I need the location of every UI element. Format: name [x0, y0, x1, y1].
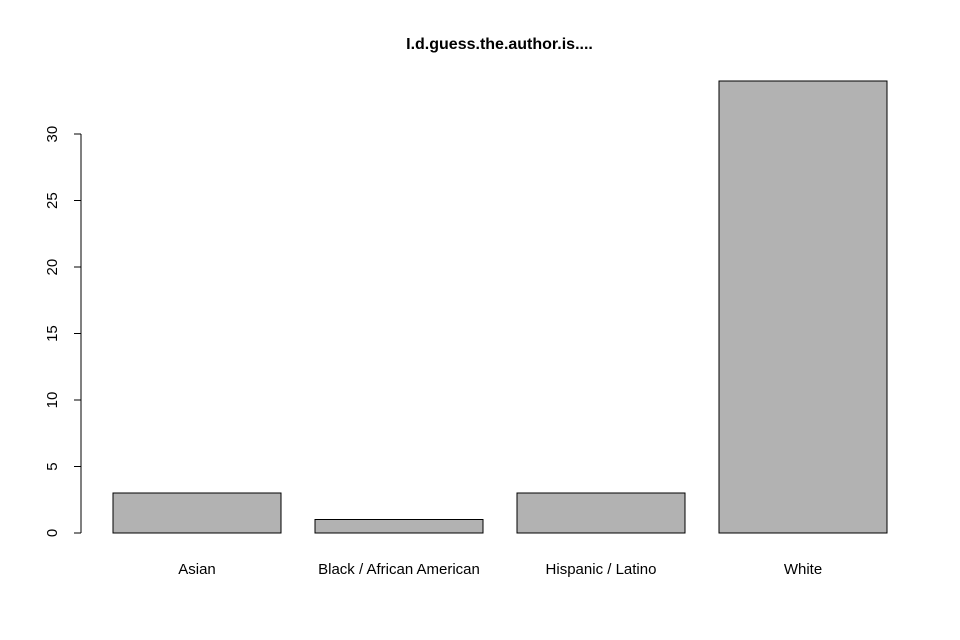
bar — [516, 492, 686, 534]
x-tick-label: White — [784, 561, 822, 578]
y-tick-label: 5 — [44, 462, 61, 470]
y-tick-label: 0 — [44, 529, 61, 537]
y-tick-label: 25 — [44, 192, 61, 209]
y-tick-label: 10 — [44, 392, 61, 409]
y-tick-label: 30 — [44, 126, 61, 143]
y-tick-label: 15 — [44, 325, 61, 342]
x-tick-label: Black / African American — [318, 561, 480, 578]
x-tick-label: Hispanic / Latino — [546, 561, 657, 578]
bar — [112, 492, 282, 534]
bars — [112, 80, 888, 534]
y-axis: 0 5 10 15 20 25 30 — [44, 126, 82, 537]
y-tick-label: 20 — [44, 259, 61, 276]
x-axis-labels: Asian Black / African American Hispanic / … — [178, 561, 822, 578]
bar — [718, 80, 888, 534]
x-tick-label: Asian — [178, 561, 216, 578]
bar — [314, 519, 484, 534]
chart-title: I.d.guess.the.author.is.... — [406, 36, 593, 53]
